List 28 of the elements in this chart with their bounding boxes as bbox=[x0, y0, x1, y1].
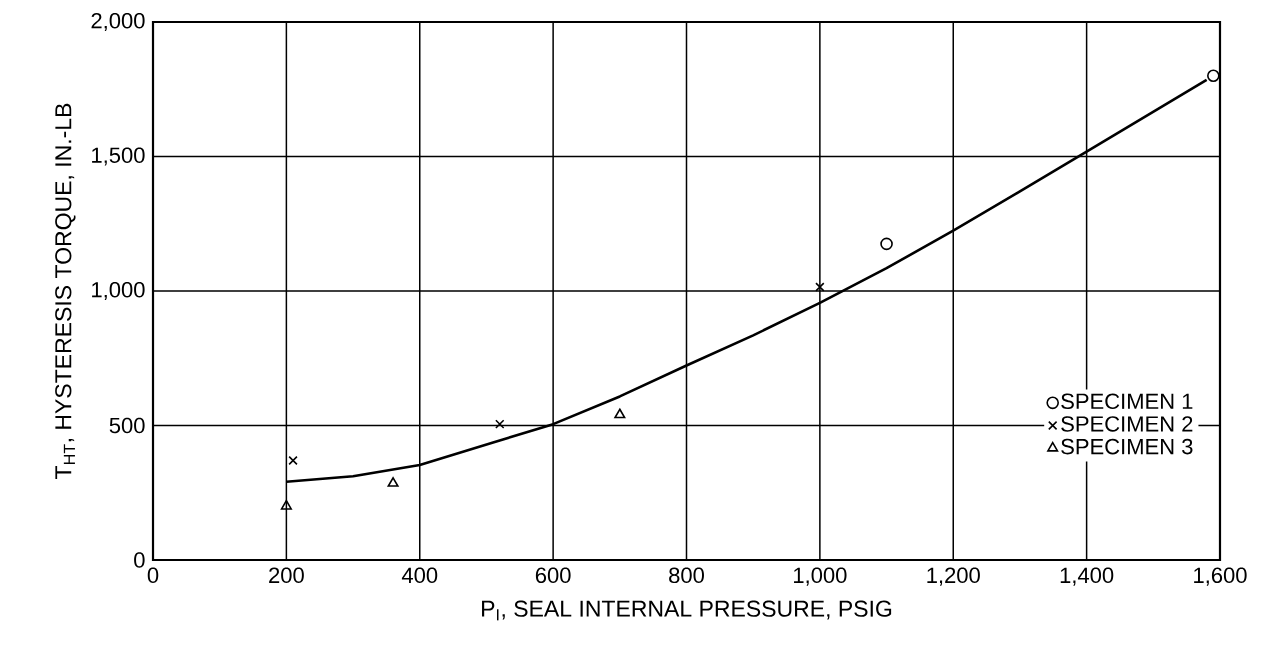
x-tick-label: 1,600 bbox=[1194, 567, 1247, 586]
point bbox=[288, 455, 298, 466]
x-tick-label: 0 bbox=[147, 567, 159, 584]
point bbox=[387, 477, 399, 487]
y-tick-label: 1,500 bbox=[92, 147, 145, 166]
x-axis-title: P$_{I}$, SEAL INTERNAL PRESSURE, PSIG bbox=[482, 600, 892, 621]
y-tick-label: 500 bbox=[109, 417, 145, 434]
x-tick-label: 1,400 bbox=[1060, 567, 1114, 586]
legend-label: SPECIMEN 2 bbox=[1061, 416, 1193, 432]
y-axis-title: T$_{HT}$, HYSTERESIS TORQUE, IN.-LB bbox=[55, 103, 76, 479]
line-series bbox=[285, 78, 1208, 484]
point bbox=[880, 237, 893, 251]
x-tick-label: 800 bbox=[669, 567, 704, 584]
x-tick-label: 600 bbox=[535, 567, 571, 584]
x-tick-label: 400 bbox=[401, 567, 438, 584]
y-tick-label: 2,000 bbox=[91, 12, 145, 32]
point bbox=[280, 499, 292, 510]
point bbox=[815, 282, 825, 292]
legend-label: SPECIMEN 1 bbox=[1061, 393, 1193, 410]
legend-label: SPECIMEN 3 bbox=[1061, 438, 1193, 455]
point bbox=[614, 408, 626, 419]
y-tick-label: 0 bbox=[134, 552, 145, 568]
x-tick-label: 1,200 bbox=[927, 567, 980, 586]
point bbox=[1207, 69, 1220, 83]
point bbox=[495, 419, 505, 429]
x-tick-label: 200 bbox=[269, 567, 304, 584]
x-tick-label: 1,000 bbox=[794, 567, 847, 586]
y-tick-label: 1,000 bbox=[92, 281, 145, 301]
